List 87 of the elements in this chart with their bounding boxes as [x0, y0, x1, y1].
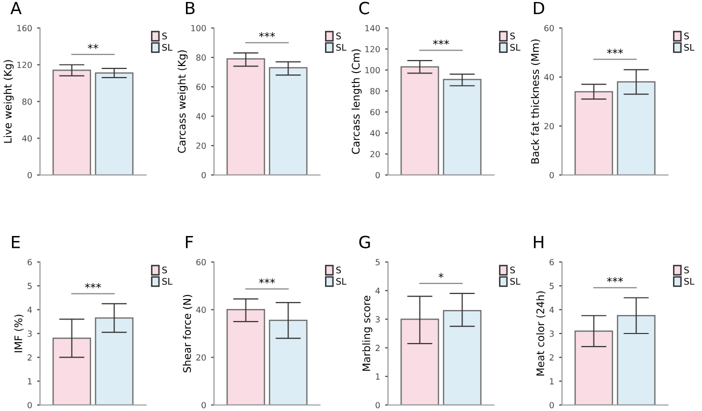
legend-label: SL: [336, 44, 346, 51]
y-tick-label: 6: [550, 258, 554, 266]
y-tick-label: 2: [376, 344, 380, 351]
y-tick-label: 0: [550, 172, 554, 178]
annotation: ***: [433, 40, 449, 45]
y-tick-label: 40: [196, 113, 206, 120]
y-axis-title: Carcass length (Cm): [352, 49, 362, 154]
legend-label: SL: [510, 278, 520, 285]
y-tick-label: 0: [202, 172, 206, 178]
annotation: ***: [259, 278, 275, 284]
legend-label: SL: [684, 44, 694, 51]
y-tick-label: 4: [549, 306, 554, 313]
y-tick-label: 60: [544, 24, 554, 32]
chart-title: C: [359, 2, 370, 14]
chart-title: D: [534, 2, 544, 14]
y-tick-label: 1: [376, 373, 380, 380]
y-tick-label: 20: [544, 122, 554, 130]
y-axis-title: IMF (%): [14, 314, 24, 352]
y-tick-label: 40: [544, 74, 554, 80]
legend-label: SL: [510, 44, 520, 51]
y-tick-label: 4: [27, 306, 32, 313]
annotation: ***: [607, 277, 623, 282]
y-tick-label: 80: [196, 54, 206, 61]
y-tick-label: 0: [376, 172, 380, 178]
legend-label: S: [336, 32, 341, 40]
y-tick-label: 80: [370, 88, 380, 94]
y-tick-label: 0: [376, 402, 380, 408]
y-tick-label: 40: [22, 135, 32, 142]
y-tick-label: 5: [28, 282, 32, 290]
y-tick-label: 3: [376, 316, 380, 322]
legend-label: S: [684, 32, 689, 40]
y-tick-label: 0: [28, 172, 32, 178]
y-tick-label: 0: [550, 402, 554, 408]
y-axis-title: Shear force (N): [182, 294, 192, 372]
y-axis-title: Back fat thickness (Mm): [530, 39, 540, 164]
y-tick-label: 6: [28, 258, 32, 266]
annotation: **: [88, 44, 98, 49]
y-tick-label: 1: [550, 378, 554, 384]
y-tick-label: 0: [202, 402, 206, 408]
y-tick-label: 120: [365, 46, 380, 52]
annotation: *: [438, 272, 444, 278]
annotation: ***: [85, 283, 101, 288]
y-tick-label: 20: [196, 142, 206, 149]
y-tick-label: 20: [370, 150, 380, 158]
y-tick-label: 0: [28, 402, 32, 408]
y-tick-label: 60: [196, 84, 206, 90]
y-tick-label: 100: [191, 24, 206, 32]
chart-title: G: [359, 236, 370, 248]
y-tick-label: 5: [376, 259, 380, 266]
y-axis-title: Carcass weight (Kg): [178, 50, 188, 153]
legend-label: S: [510, 32, 515, 40]
legend-label: SL: [162, 278, 172, 285]
y-tick-label: 5: [550, 282, 554, 290]
legend-label: SL: [684, 278, 694, 285]
y-tick-label: 20: [196, 354, 206, 361]
y-tick-label: 4: [375, 288, 380, 294]
chart-title: A: [10, 2, 22, 14]
y-tick-label: 140: [365, 24, 380, 32]
legend-label: S: [336, 266, 341, 274]
y-axis-title: Live weight (Kg): [4, 60, 14, 143]
chart-title: E: [12, 236, 20, 248]
legend-label: SL: [162, 44, 172, 51]
y-tick-label: 40: [370, 130, 380, 136]
annotation: ***: [259, 32, 275, 38]
chart-title: H: [534, 236, 544, 248]
y-tick-label: 1: [28, 378, 32, 384]
y-tick-label: 120: [17, 62, 32, 68]
y-tick-label: 2: [28, 354, 32, 360]
legend-label: S: [162, 266, 167, 274]
y-tick-label: 160: [17, 24, 32, 32]
y-tick-label: 100: [365, 66, 380, 74]
y-tick-label: 3: [550, 330, 554, 337]
y-tick-label: 60: [196, 258, 206, 266]
annotation: ***: [607, 48, 623, 54]
legend-label: S: [162, 32, 167, 40]
chart-title: B: [186, 2, 195, 14]
legend-label: SL: [336, 278, 346, 285]
y-tick-label: 40: [196, 306, 206, 313]
y-tick-label: 60: [370, 108, 380, 116]
y-axis-title: Meat color (24h): [536, 291, 546, 376]
y-tick-label: 3: [28, 330, 32, 337]
y-tick-label: 2: [550, 354, 554, 360]
y-axis-title: Marbling score: [362, 296, 372, 371]
chart-title: F: [186, 236, 193, 248]
legend-label: S: [510, 266, 515, 274]
y-tick-label: 80: [22, 98, 32, 105]
legend-label: S: [684, 266, 689, 274]
